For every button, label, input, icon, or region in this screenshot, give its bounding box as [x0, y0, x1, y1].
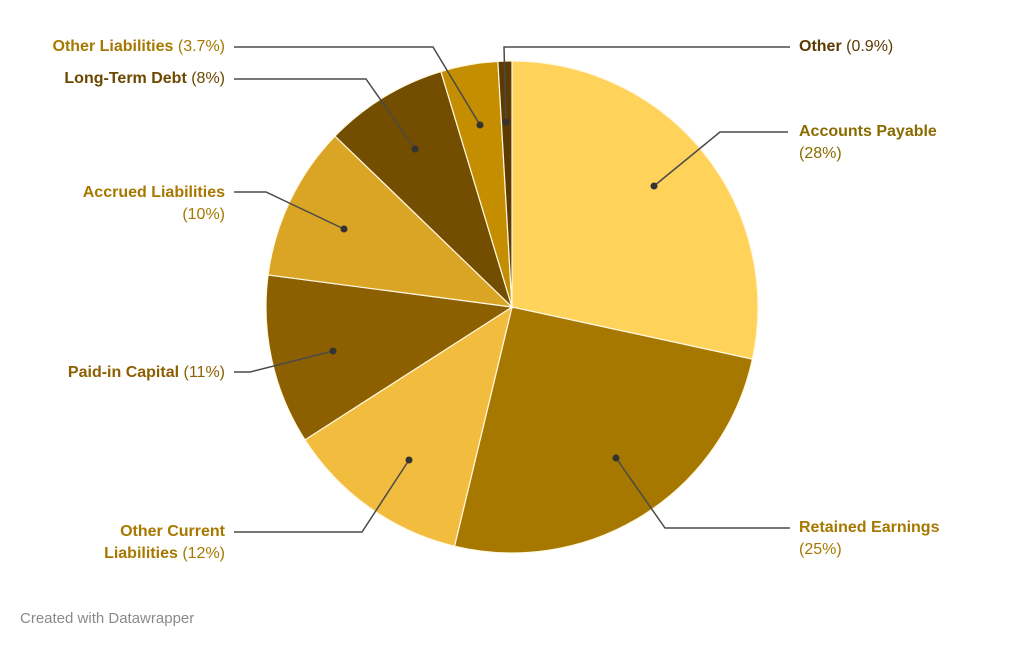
label-percent: (28%)	[799, 145, 842, 162]
leader-accounts-payable	[653, 131, 788, 187]
label-retained-earnings: Retained Earnings (25%)	[799, 517, 939, 561]
anchor-dot	[502, 118, 510, 126]
label-paid-in-capital: Paid-in Capital (11%)	[68, 362, 225, 384]
pie-slice-accrued-liabilities[interactable]	[267, 135, 514, 308]
pie-slice-long-term-debt[interactable]	[334, 70, 514, 310]
label-name: Retained Earnings	[799, 519, 940, 536]
leader-dots	[329, 118, 658, 464]
leader-paid-in-capital	[234, 350, 334, 373]
pie-slice-paid-in-capital[interactable]	[265, 274, 514, 441]
pie-slice-accounts-payable[interactable]	[511, 60, 759, 360]
label-name: Paid-in Capital	[67, 364, 180, 381]
label-percent: (25%)	[799, 541, 842, 558]
anchor-dot	[612, 454, 620, 462]
pie-slices	[265, 60, 759, 554]
label-percent: (8%)	[191, 70, 225, 87]
label-other: Other (0.9%)	[799, 36, 893, 58]
anchor-dot	[329, 347, 337, 355]
label-name: Other Liabilities	[52, 38, 174, 55]
label-name: Liabilities	[104, 545, 178, 562]
label-name: Other Current	[120, 523, 225, 540]
anchor-dot	[411, 145, 419, 153]
leader-long-term-debt	[234, 78, 416, 150]
label-percent: (3.7%)	[177, 38, 225, 55]
leader-accrued-liabilities	[234, 191, 345, 230]
anchor-dot	[340, 225, 348, 233]
label-name: Other	[799, 38, 842, 55]
footer-credit[interactable]: Created with Datawrapper	[20, 610, 195, 627]
label-name: Long-Term Debt	[64, 70, 187, 87]
pie-slice-retained-earnings[interactable]	[453, 306, 754, 554]
label-other-current-liabilities: Other Current Liabilities (12%)	[104, 521, 225, 565]
leader-retained-earnings	[615, 457, 790, 529]
anchor-dot	[476, 121, 484, 129]
label-percent: (12%)	[182, 545, 225, 562]
label-percent: (11%)	[183, 364, 226, 381]
leader-other-current-liabilities	[234, 459, 410, 533]
anchor-dot	[405, 456, 413, 464]
label-percent: (10%)	[182, 206, 225, 223]
label-name: Accrued Liabilities	[82, 184, 225, 201]
label-accrued-liabilities: Accrued Liabilities (10%)	[83, 182, 225, 226]
label-accounts-payable: Accounts Payable (28%)	[799, 121, 937, 165]
anchor-dot	[650, 182, 658, 190]
leader-other-liabilities	[234, 46, 481, 126]
pie-slice-other-current-liabilities[interactable]	[304, 305, 513, 547]
leader-other	[503, 46, 790, 123]
leader-lines	[234, 46, 790, 533]
label-percent: (0.9%)	[846, 38, 894, 55]
label-name: Accounts Payable	[799, 123, 937, 140]
label-long-term-debt: Long-Term Debt (8%)	[64, 68, 225, 90]
label-other-liabilities: Other Liabilities (3.7%)	[53, 36, 226, 58]
